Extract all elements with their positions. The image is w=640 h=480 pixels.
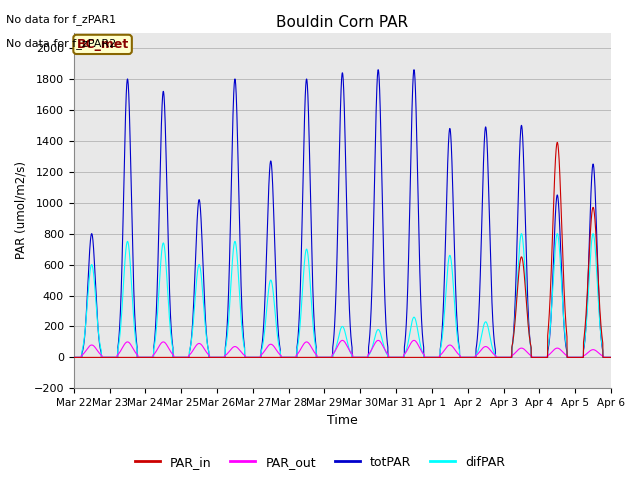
Y-axis label: PAR (umol/m2/s): PAR (umol/m2/s) [15, 161, 28, 259]
Title: Bouldin Corn PAR: Bouldin Corn PAR [276, 15, 408, 30]
Legend: PAR_in, PAR_out, totPAR, difPAR: PAR_in, PAR_out, totPAR, difPAR [130, 451, 510, 474]
Text: No data for f_zPAR1: No data for f_zPAR1 [6, 14, 116, 25]
X-axis label: Time: Time [327, 414, 358, 427]
Text: No data for f_zPAR2: No data for f_zPAR2 [6, 38, 116, 49]
Text: BC_met: BC_met [76, 38, 129, 51]
